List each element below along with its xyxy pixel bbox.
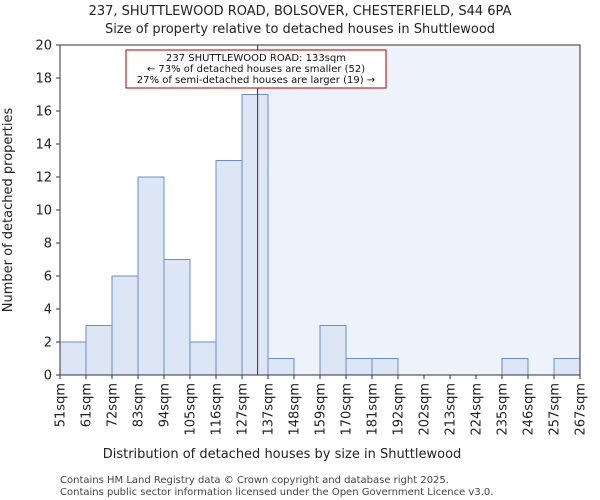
bar-61sqm <box>85 325 113 376</box>
y-tick-label: 14 <box>35 138 52 153</box>
y-tick-label: 0 <box>44 369 52 384</box>
x-tick-label: 257sqm <box>548 383 563 436</box>
bar-170sqm <box>345 358 373 376</box>
bar-235sqm <box>501 358 529 376</box>
annotation-line-2: ← 73% of detached houses are smaller (52… <box>147 64 365 75</box>
x-tick-label: 116sqm <box>210 383 225 436</box>
x-tick-label: 148sqm <box>288 383 303 436</box>
y-tick-label: 20 <box>35 39 52 54</box>
chart-subtitle: Size of property relative to detached ho… <box>105 22 495 37</box>
y-tick-label: 2 <box>44 336 52 351</box>
bars-group <box>59 94 581 376</box>
y-tick-label: 12 <box>35 171 52 186</box>
y-axis: 0 2 4 6 8 10 12 14 16 18 20 <box>35 39 60 384</box>
x-tick-label: 235sqm <box>496 383 511 436</box>
x-tick-label: 267sqm <box>574 383 589 436</box>
bar-137sqm <box>267 358 295 376</box>
bar-72sqm <box>111 275 139 376</box>
chart-title: 237, SHUTTLEWOOD ROAD, BOLSOVER, CHESTER… <box>89 4 512 19</box>
y-tick-label: 18 <box>35 72 52 87</box>
annotation-line-1: 237 SHUTTLEWOOD ROAD: 133sqm <box>166 53 346 64</box>
bar-105sqm <box>189 341 217 376</box>
larger-region-background <box>257 45 580 375</box>
x-tick-label: 72sqm <box>106 383 121 427</box>
x-tick-label: 224sqm <box>470 383 485 436</box>
x-tick-label: 105sqm <box>184 383 199 436</box>
x-tick-label: 192sqm <box>392 383 407 436</box>
footer-line-2: Contains public sector information licen… <box>60 487 493 498</box>
x-tick-label: 51sqm <box>54 383 69 427</box>
annotation-box: 237 SHUTTLEWOOD ROAD: 133sqm ← 73% of de… <box>125 49 387 89</box>
y-tick-label: 6 <box>44 270 52 285</box>
x-tick-label: 159sqm <box>314 383 329 436</box>
bar-51sqm <box>59 341 87 376</box>
x-tick-label: 94sqm <box>158 383 173 427</box>
x-tick-label: 181sqm <box>366 383 381 436</box>
bar-94sqm <box>163 259 191 376</box>
bar-116sqm <box>215 160 243 376</box>
bar-181sqm <box>371 358 399 376</box>
x-axis: 51sqm 61sqm 72sqm 83sqm 94sqm 105sqm 116sqm 127… <box>54 375 589 436</box>
x-tick-label: 61sqm <box>80 383 95 427</box>
y-axis-label: Number of detached properties <box>1 108 16 313</box>
y-tick-label: 4 <box>44 303 52 318</box>
y-tick-label: 10 <box>35 204 52 219</box>
plot-frame <box>59 44 581 376</box>
y-tick-label: 8 <box>44 237 52 252</box>
annotation-border <box>125 49 387 89</box>
bar-83sqm <box>137 176 165 376</box>
bar-159sqm <box>319 325 347 376</box>
bar-127sqm <box>241 94 269 376</box>
x-tick-label: 83sqm <box>132 383 147 427</box>
x-tick-label: 246sqm <box>522 383 537 436</box>
x-axis-label: Distribution of detached houses by size … <box>103 447 462 462</box>
x-tick-label: 202sqm <box>418 383 433 436</box>
annotation-line-3: 27% of semi-detached houses are larger (… <box>137 75 375 86</box>
y-tick-label: 16 <box>35 105 52 120</box>
x-tick-label: 170sqm <box>340 383 355 436</box>
x-tick-label: 137sqm <box>262 383 277 436</box>
bar-257sqm <box>553 358 581 376</box>
x-tick-label: 127sqm <box>236 383 251 436</box>
footer-line-1: Contains HM Land Registry data © Crown c… <box>60 475 449 486</box>
x-tick-label: 213sqm <box>444 383 459 436</box>
